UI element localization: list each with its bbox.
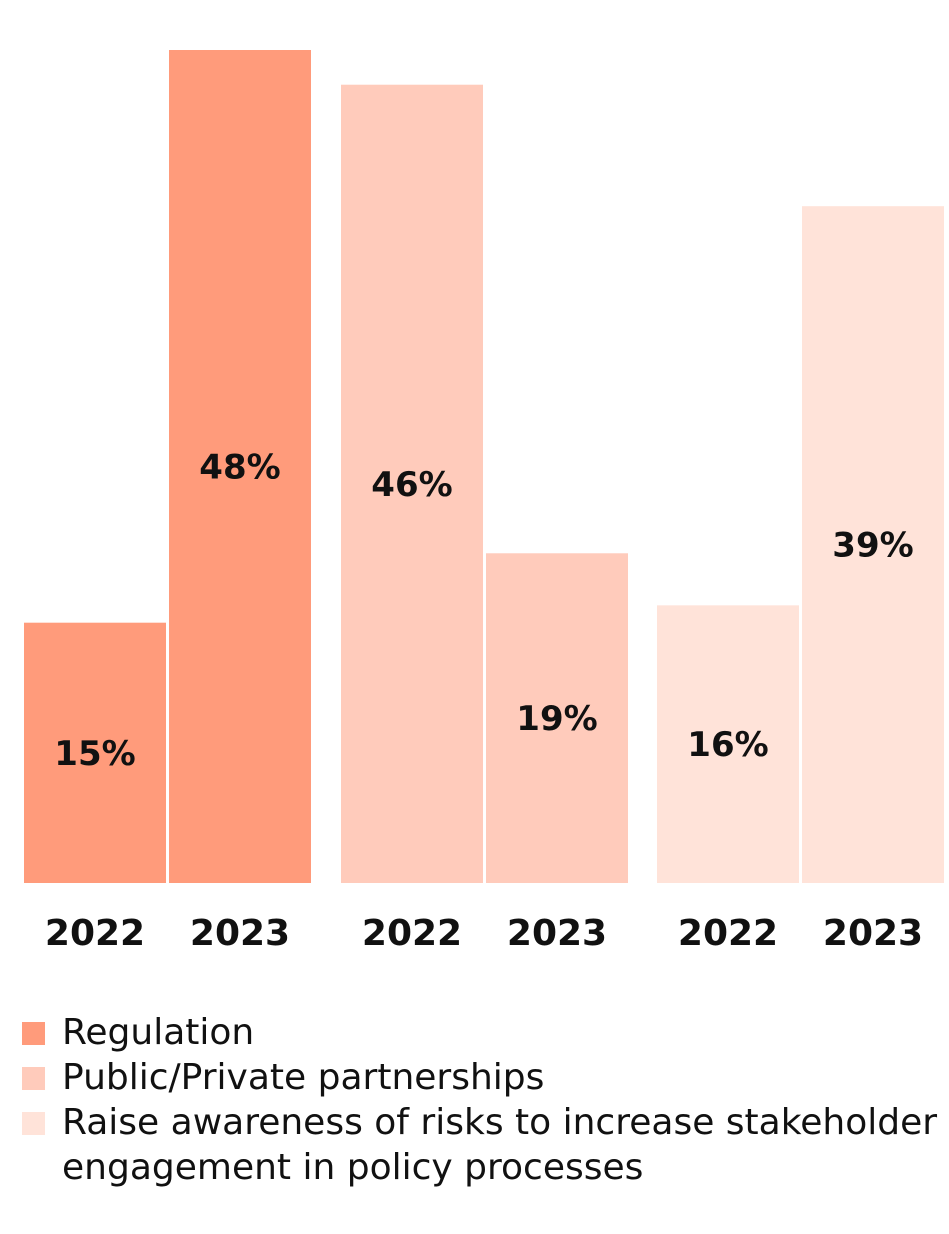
legend-label-raise-awareness: Raise awareness of risks to increase sta… <box>62 1102 937 1188</box>
legend-label-public-private-partnerships: Public/Private partnerships <box>62 1057 544 1098</box>
legend-item-regulation: Regulation <box>22 1010 947 1055</box>
x-tick-label-regulation-2023: 2023 <box>190 913 290 954</box>
legend-swatch-regulation <box>22 1022 45 1045</box>
bar-value-label-raise-awareness-of-risks-to-in-2023: 39% <box>832 526 913 566</box>
bar-value-label-public-private-partnerships-2023: 19% <box>516 699 597 739</box>
bar-value-label-regulation-2023: 48% <box>199 448 280 488</box>
x-tick-label-raise-awareness-of-risks-to-in-2022: 2022 <box>678 913 778 954</box>
x-tick-label-public-private-partnerships-2023: 2023 <box>507 913 607 954</box>
bar-value-label-regulation-2022: 15% <box>54 734 135 774</box>
x-tick-label-raise-awareness-of-risks-to-in-2023: 2023 <box>823 913 923 954</box>
x-tick-label-public-private-partnerships-2022: 2022 <box>362 913 462 954</box>
bar-chart-svg: 15% 2022 48% 2023 46% 2022 19% 2023 16% 2022 39% 20… <box>0 0 949 1000</box>
legend-item-raise-awareness: Raise awareness of risks to increase sta… <box>22 1100 947 1190</box>
legend: Regulation Public/Private partnerships R… <box>22 1010 947 1190</box>
x-tick-label-regulation-2022: 2022 <box>45 913 145 954</box>
bar-value-label-raise-awareness-of-risks-to-in-2022: 16% <box>687 725 768 765</box>
legend-swatch-public-private-partnerships <box>22 1067 45 1090</box>
legend-label-regulation: Regulation <box>62 1012 254 1053</box>
legend-item-public-private-partnerships: Public/Private partnerships <box>22 1055 947 1100</box>
legend-swatch-raise-awareness <box>22 1112 45 1135</box>
bar-chart: 15% 2022 48% 2023 46% 2022 19% 2023 16% 2022 39% 20… <box>0 0 949 1000</box>
bar-value-label-public-private-partnerships-2022: 46% <box>371 465 452 505</box>
